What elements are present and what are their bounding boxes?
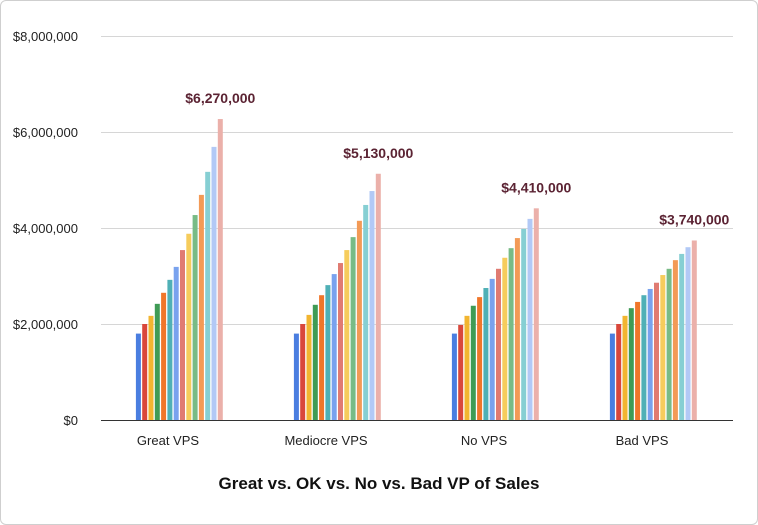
x-tick-label: No VPS (461, 433, 508, 448)
bar (691, 240, 697, 420)
bar (483, 288, 489, 420)
data-label: $6,270,000 (185, 90, 255, 106)
bar (325, 285, 331, 420)
bar (666, 268, 672, 420)
bar (616, 324, 622, 420)
bar (470, 305, 476, 420)
bar (489, 278, 495, 420)
y-tick-label: $6,000,000 (13, 125, 78, 140)
bar (521, 228, 527, 420)
bar (319, 295, 325, 420)
bar (458, 324, 464, 420)
bar (186, 233, 192, 420)
bar (300, 324, 306, 420)
y-tick-label: $0 (64, 413, 78, 428)
data-label: $3,740,000 (659, 211, 729, 227)
bar (451, 333, 457, 420)
x-tick-label: Mediocre VPS (284, 433, 367, 448)
bar (344, 250, 350, 420)
bar (148, 315, 154, 420)
x-tick-label: Great VPS (137, 433, 199, 448)
bar (654, 282, 659, 420)
chart-title: Great vs. OK vs. No vs. Bad VP of Sales (218, 474, 540, 493)
bar (369, 191, 375, 420)
bar (205, 171, 211, 420)
bar (173, 266, 179, 420)
data-label: $4,410,000 (501, 179, 571, 195)
bar (375, 173, 381, 420)
bar (514, 238, 520, 420)
bar (685, 247, 691, 420)
bar (641, 295, 647, 420)
bar (464, 315, 470, 420)
bar (660, 275, 666, 420)
bar (508, 248, 514, 420)
bar (679, 253, 685, 420)
bar (161, 292, 167, 420)
bar (306, 314, 312, 420)
bar (167, 279, 173, 420)
bar (180, 250, 185, 420)
y-tick-label: $2,000,000 (13, 317, 78, 332)
bar (198, 194, 204, 420)
bar (154, 303, 160, 420)
bar (312, 304, 318, 420)
bar (527, 218, 533, 420)
bar (135, 333, 141, 420)
x-tick-label: Bad VPS (616, 433, 669, 448)
bar (356, 220, 362, 420)
bar (331, 274, 337, 420)
bar (533, 208, 539, 420)
bar (350, 237, 356, 420)
bar (496, 268, 501, 420)
bar (477, 297, 483, 420)
bar (502, 257, 508, 420)
y-tick-label: $4,000,000 (13, 221, 78, 236)
bar (363, 204, 369, 420)
y-tick-label: $8,000,000 (13, 29, 78, 44)
data-label: $5,130,000 (343, 145, 413, 161)
bar (192, 215, 198, 420)
bar (338, 263, 343, 420)
bar (647, 288, 653, 420)
bar (672, 260, 678, 420)
bar (211, 146, 217, 420)
bar (635, 301, 641, 420)
bar (622, 315, 628, 420)
bar (628, 308, 634, 420)
bar (142, 324, 148, 420)
bar (217, 119, 223, 420)
bar (609, 333, 615, 420)
bar (293, 333, 299, 420)
